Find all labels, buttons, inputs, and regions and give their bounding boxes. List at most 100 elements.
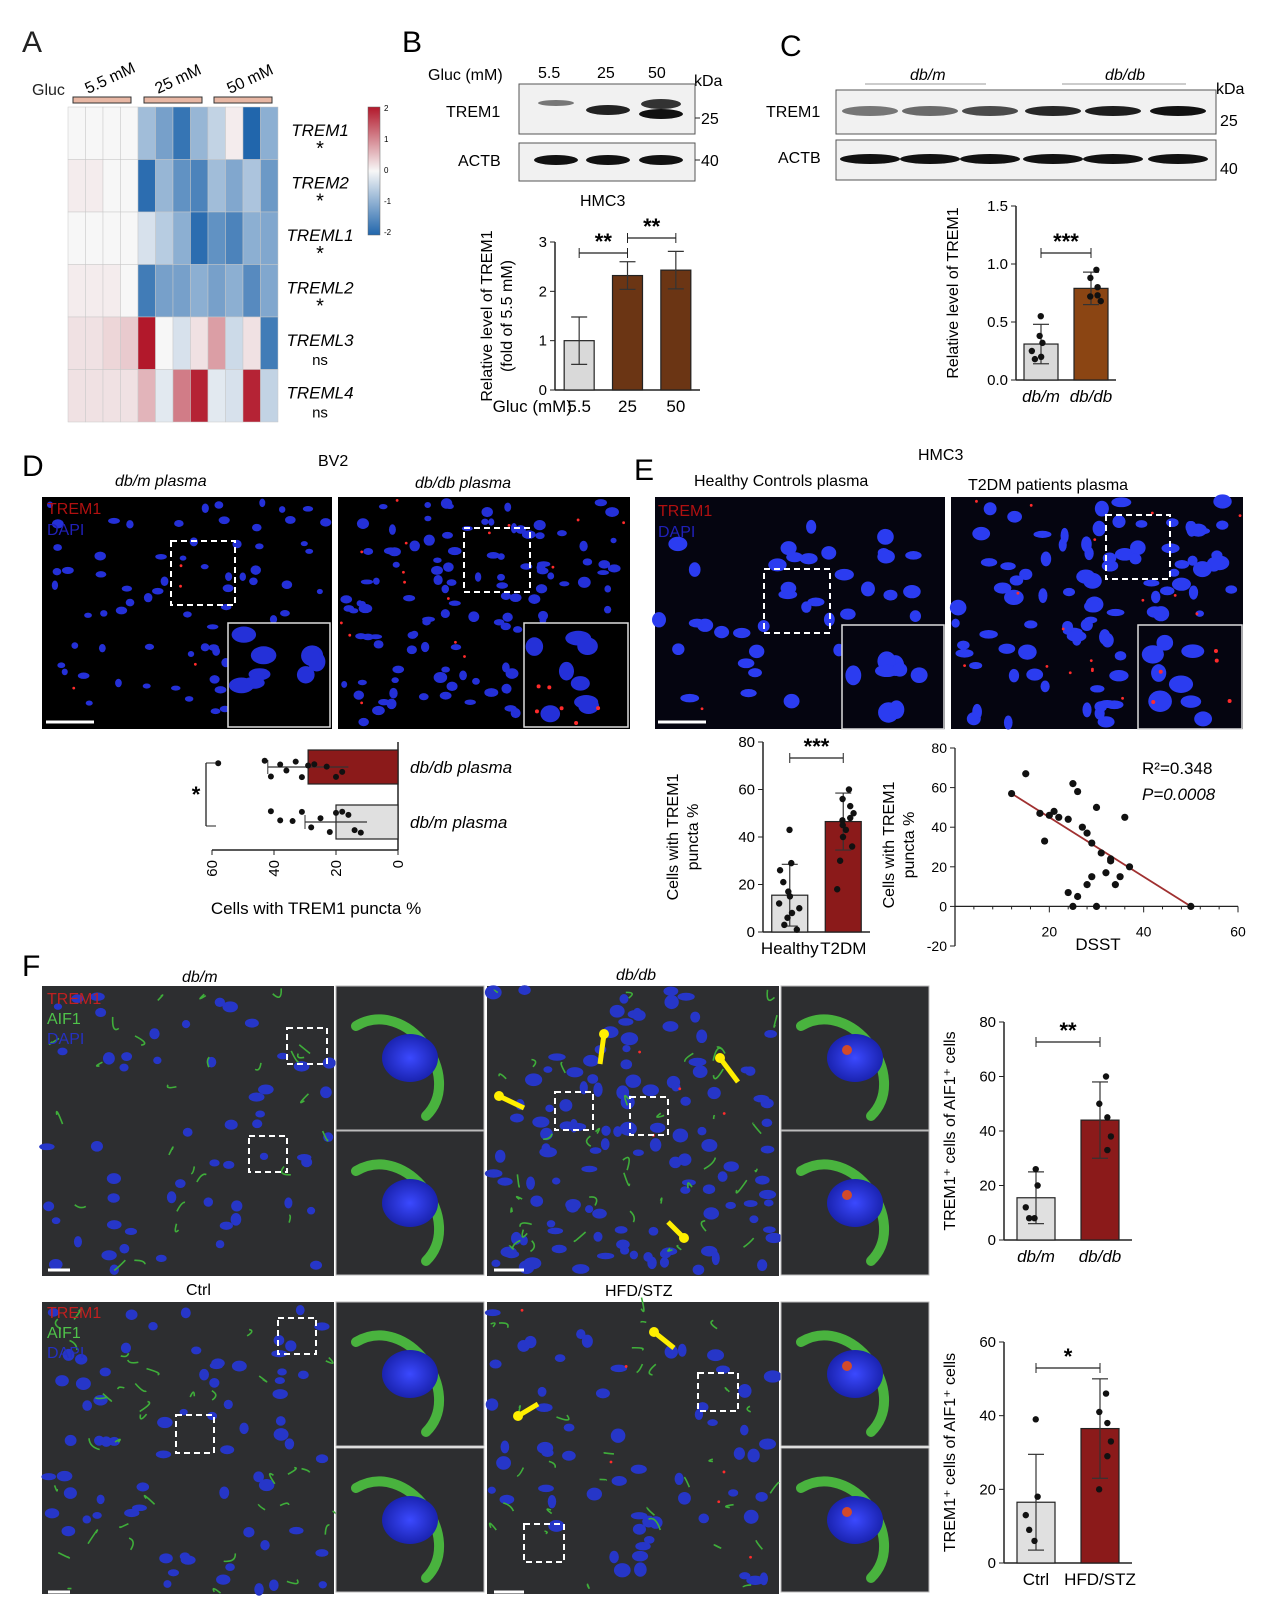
nucleus (1038, 588, 1048, 604)
nucleus (175, 1179, 186, 1189)
nucleus (758, 1189, 777, 1200)
nucleus (702, 1184, 716, 1195)
nucleus (669, 1156, 682, 1169)
nucleus (487, 1486, 496, 1494)
aif1-process (139, 1413, 148, 1420)
nucleus (763, 1199, 774, 1207)
nucleus (541, 1448, 554, 1457)
aif1-process (190, 1166, 196, 1175)
nucleus (373, 640, 384, 649)
nucleus (821, 546, 837, 560)
nucleus (539, 616, 547, 624)
nucleus (613, 1563, 631, 1578)
arrow-head (679, 1233, 689, 1243)
aif1-process (257, 1503, 266, 1511)
trem1-puncta (339, 621, 343, 625)
aif1-process (742, 1584, 752, 1588)
nucleus (593, 1231, 603, 1242)
blot-c-band (960, 154, 1020, 164)
data-point (1069, 902, 1077, 911)
nucleus (215, 1240, 225, 1249)
nucleus (157, 1416, 173, 1429)
aif1-process (625, 991, 633, 999)
data-point (333, 809, 339, 816)
nucleus (160, 576, 169, 587)
nucleus (61, 1526, 76, 1537)
inset-nucleus (1168, 675, 1194, 693)
inset-nucleus (1151, 664, 1167, 682)
heatmap-cell (172, 106, 191, 160)
nucleus (949, 599, 967, 616)
nucleus (149, 1028, 160, 1040)
nucleus (255, 1110, 266, 1118)
heatmap-cell (260, 106, 279, 160)
group-bar-5.5 (72, 96, 132, 104)
aif1-process (74, 1204, 87, 1209)
nucleus (519, 1235, 528, 1246)
y-tick-label: 0 (539, 382, 547, 399)
trem1-puncta (360, 550, 364, 554)
data-point (1107, 857, 1115, 865)
data-point (1087, 293, 1094, 300)
data-point (1121, 813, 1129, 821)
nucleus (255, 543, 264, 550)
x-tick-label: db/m (1017, 1247, 1055, 1266)
aif1-process (87, 1529, 99, 1545)
blot-b-lane-1: 5.5 (538, 65, 560, 82)
trem1-puncta (463, 655, 466, 658)
trem1-puncta (576, 518, 580, 522)
nucleus (231, 1200, 243, 1212)
nucleus (538, 1484, 554, 1493)
nucleus (239, 1422, 249, 1435)
data-point (1102, 869, 1110, 877)
inset-nucleus (1194, 711, 1213, 727)
nucleus (77, 672, 90, 679)
data-point (1096, 1100, 1103, 1107)
panel-e: E HMC3 Healthy Controls plasma T2DM pati… (634, 447, 1246, 958)
aif1-process (712, 1068, 724, 1080)
nucleus (278, 506, 286, 513)
gene-label: TREM1 (291, 121, 349, 140)
aif1-process (48, 1037, 60, 1045)
nucleus (442, 531, 453, 539)
nucleus (446, 579, 457, 586)
heatmap-cell (85, 369, 104, 423)
nucleus (1040, 551, 1052, 567)
inset-puncta (1227, 698, 1232, 703)
aif1-process (196, 1173, 207, 1183)
micrographs-f: TREM1 AIF1 DAPI TREM1 AIF1 DAPI (39, 985, 930, 1596)
data-point (776, 867, 784, 874)
x-axis-label: Cells with TREM1 puncta % (211, 899, 421, 918)
aif1-process (586, 1583, 590, 1589)
nucleus (181, 1020, 191, 1029)
nucleus (504, 705, 517, 712)
nucleus (861, 581, 875, 597)
blot-c-band (1150, 106, 1206, 116)
nucleus (273, 1428, 289, 1441)
nucleus (484, 985, 502, 1000)
blot-b-row-trem1: TREM1 (446, 104, 500, 121)
nucleus (610, 1364, 628, 1373)
nucleus (559, 1099, 573, 1112)
heatmap-cell (137, 316, 156, 370)
aif1-process (603, 1451, 615, 1455)
nucleus (1188, 585, 1199, 600)
nucleus (607, 564, 621, 573)
gene-significance: ns (312, 405, 328, 422)
roi-box (554, 1091, 594, 1131)
nucleus (293, 1061, 310, 1072)
blot-c-band (842, 106, 898, 116)
nucleus (51, 580, 59, 590)
trem1-puncta (179, 584, 182, 588)
nucleus (504, 502, 512, 512)
aif1-process (120, 1352, 130, 1358)
aif1-process (146, 1367, 160, 1376)
x-axis-label: Gluc (mM) (493, 397, 572, 416)
nucleus (1185, 520, 1195, 534)
aif1-process (324, 1524, 330, 1535)
nucleus (472, 677, 480, 685)
gene-label: TREML4 (286, 384, 353, 403)
nucleus (601, 1125, 611, 1136)
data-point (351, 827, 358, 834)
heatmap-cell (155, 264, 174, 318)
